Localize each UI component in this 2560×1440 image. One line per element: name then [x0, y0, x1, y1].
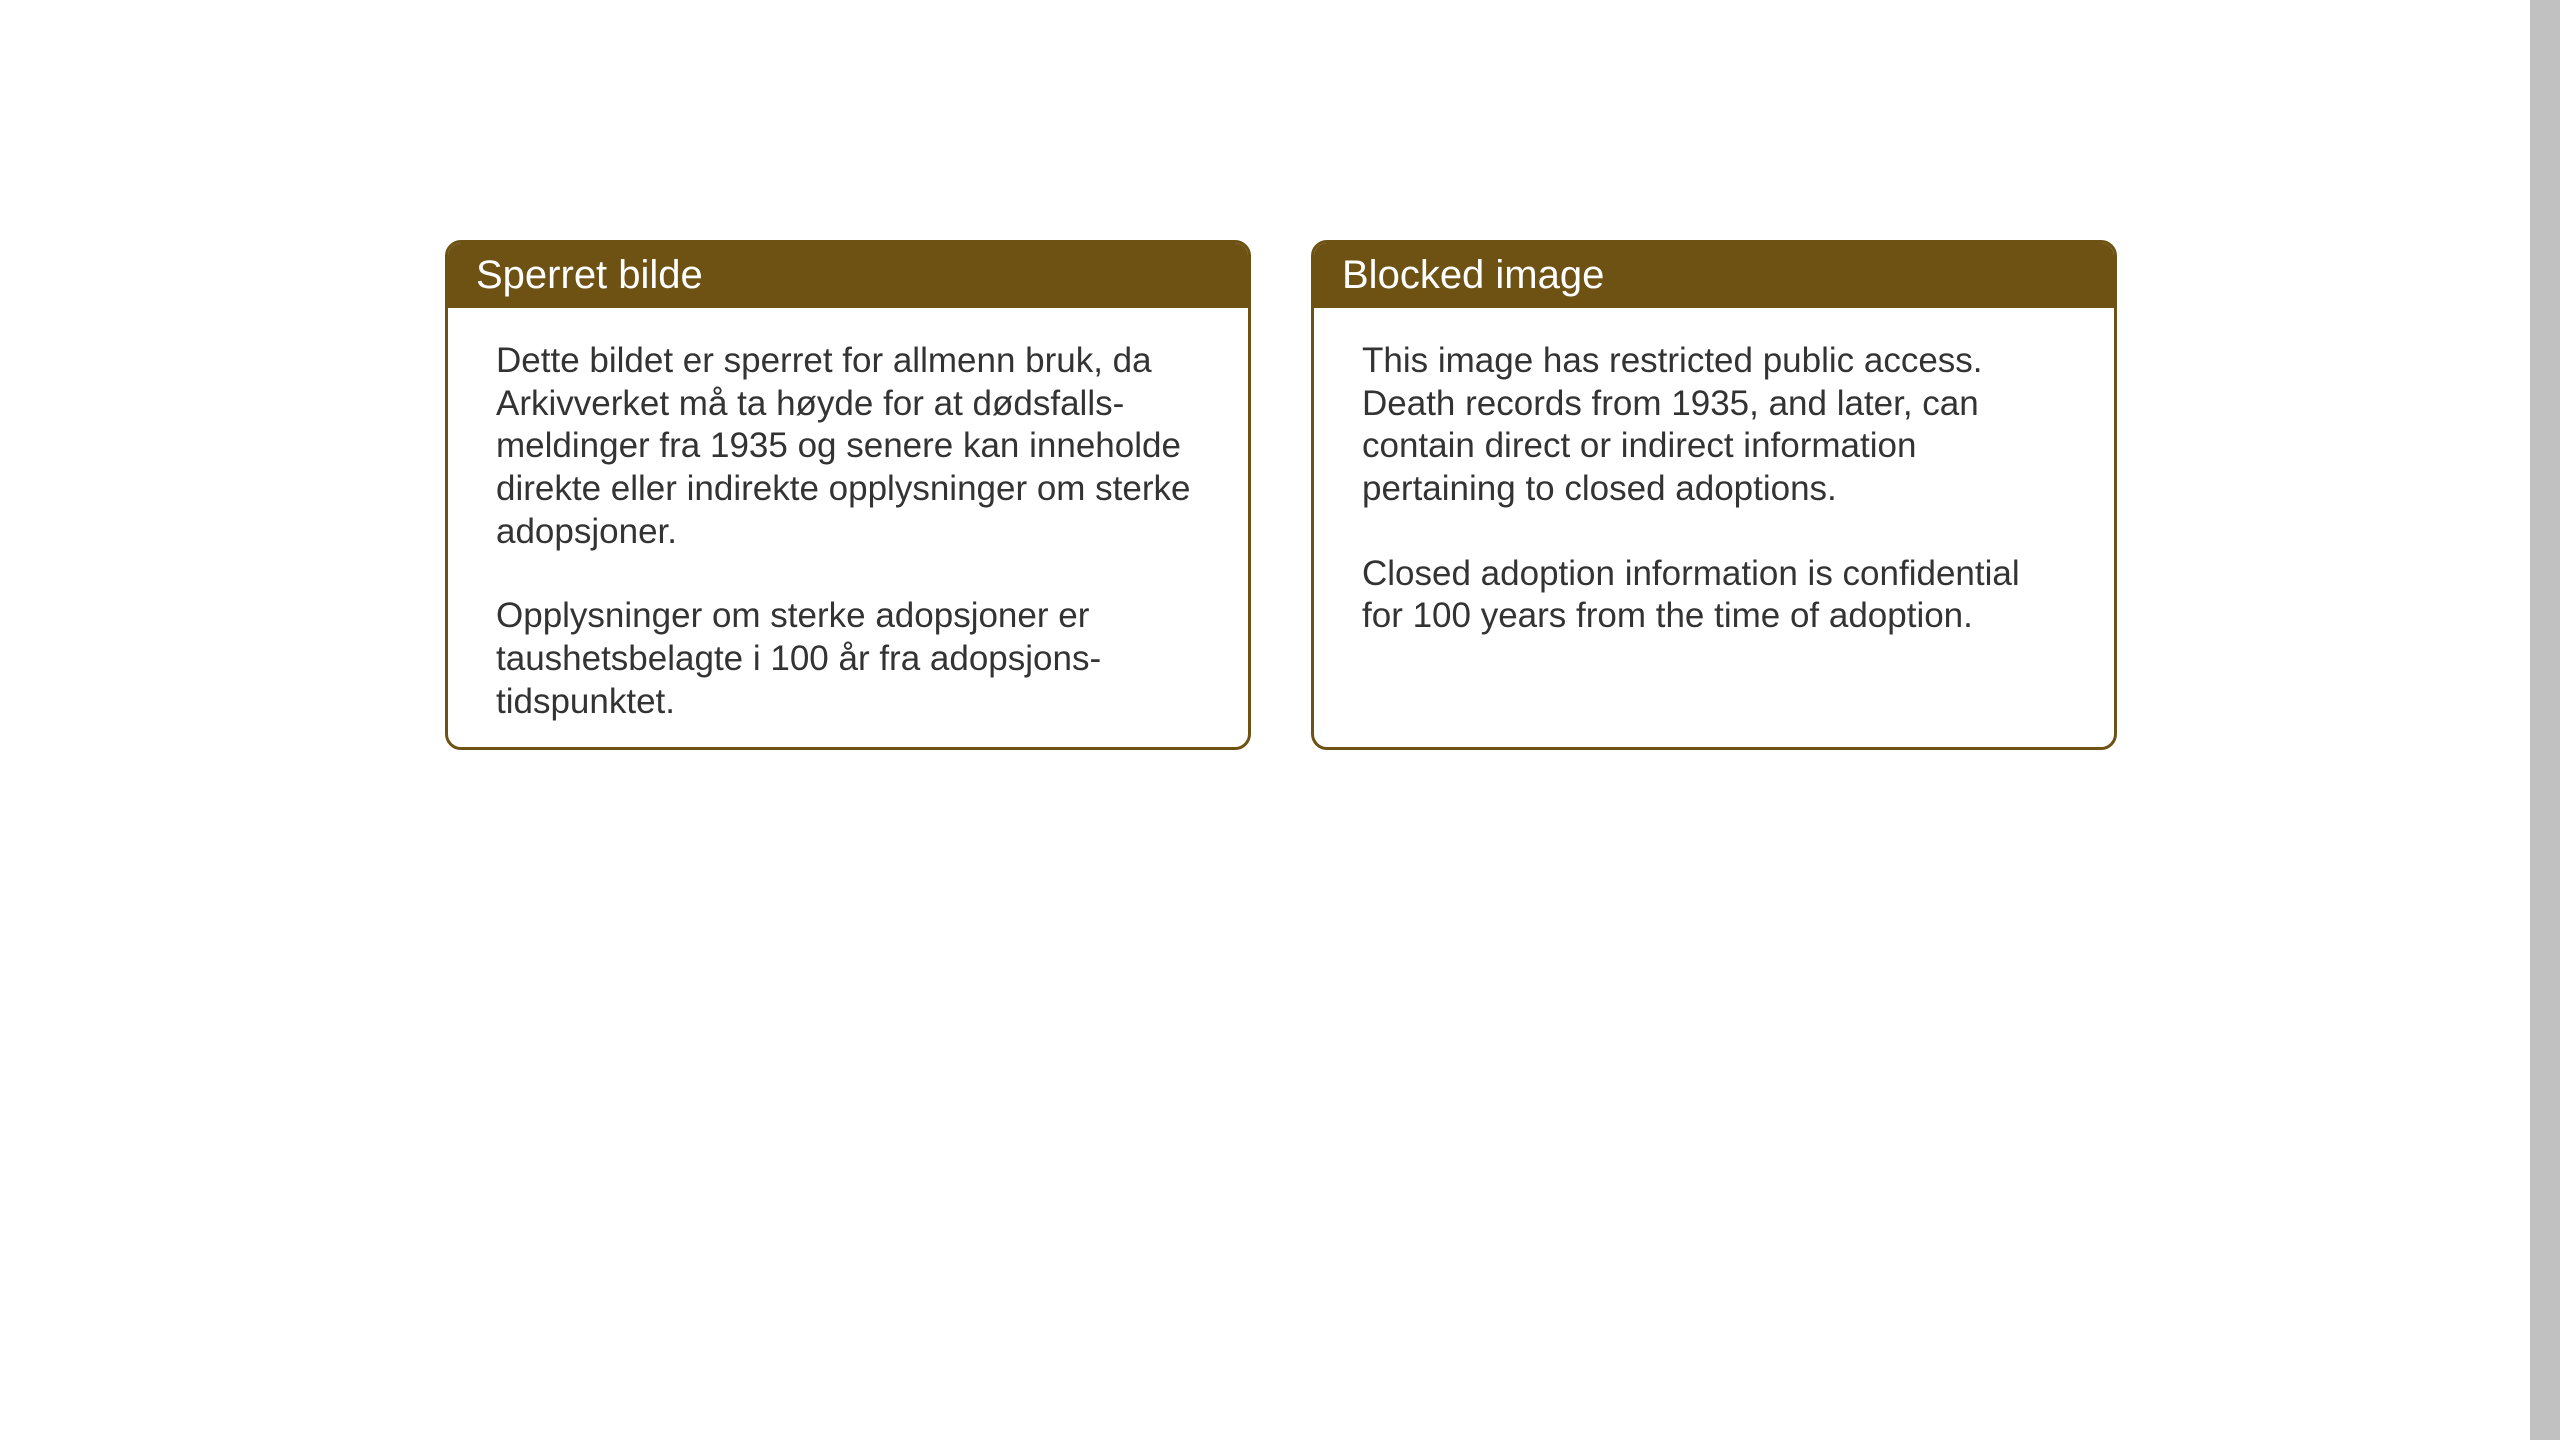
norwegian-card-title: Sperret bilde [476, 253, 703, 297]
english-card-title: Blocked image [1342, 253, 1604, 297]
vertical-scrollbar[interactable] [2530, 0, 2560, 1440]
english-paragraph-1: This image has restricted public access.… [1362, 340, 2066, 511]
english-card-body: This image has restricted public access.… [1314, 308, 2114, 670]
norwegian-paragraph-1: Dette bildet er sperret for allmenn bruk… [496, 340, 1200, 553]
english-card-header: Blocked image [1314, 243, 2114, 308]
english-paragraph-2: Closed adoption information is confident… [1362, 553, 2066, 638]
norwegian-notice-card: Sperret bilde Dette bildet er sperret fo… [445, 240, 1251, 750]
norwegian-card-header: Sperret bilde [448, 243, 1248, 308]
notice-container: Sperret bilde Dette bildet er sperret fo… [445, 240, 2117, 750]
scrollbar-thumb[interactable] [2530, 0, 2560, 1440]
norwegian-card-body: Dette bildet er sperret for allmenn bruk… [448, 308, 1248, 750]
norwegian-paragraph-2: Opplysninger om sterke adopsjoner er tau… [496, 595, 1200, 723]
english-notice-card: Blocked image This image has restricted … [1311, 240, 2117, 750]
